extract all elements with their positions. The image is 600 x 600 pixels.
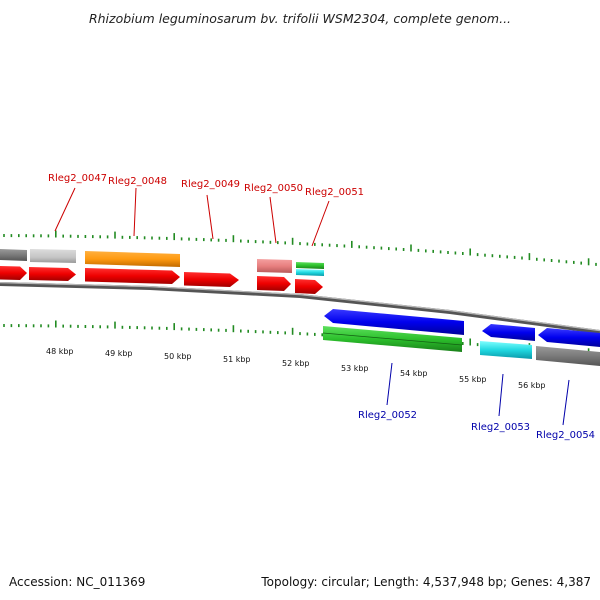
kbp-label-51: 51 kbp	[223, 355, 251, 364]
gene-arrow-rleg2-0054[interactable]	[538, 328, 600, 347]
reverse-gene-arrows	[324, 309, 600, 347]
map-title: Rhizobium leguminosarum bv. trifolii WSM…	[88, 11, 512, 26]
gene-label-rleg2-0049[interactable]: Rleg2_0049	[181, 179, 240, 190]
gene-label-rleg2-0047[interactable]: Rleg2_0047	[48, 173, 107, 184]
gene-label-rleg2-0048[interactable]: Rleg2_0048	[108, 176, 167, 187]
forward-gene-arrows	[0, 266, 323, 294]
reverse-label-leaders	[386, 362, 570, 426]
reverse-gene-labels: Rleg2_0052 Rleg2_0053 Rleg2_0054	[358, 410, 595, 441]
gene-label-rleg2-0050[interactable]: Rleg2_0050	[244, 183, 303, 194]
cyan-feature-small[interactable]	[296, 269, 324, 276]
accession-label: Accession: NC_011369	[9, 575, 146, 589]
gray-feature-left[interactable]	[0, 249, 27, 261]
gene-arrow-rleg2-0047[interactable]	[29, 267, 76, 281]
gene-label-rleg2-0053[interactable]: Rleg2_0053	[471, 422, 530, 433]
genome-backbone	[0, 282, 600, 334]
kbp-label-56: 56 kbp	[518, 381, 546, 390]
kbp-label-54: 54 kbp	[400, 369, 428, 378]
orange-feature[interactable]	[85, 251, 180, 267]
kbp-label-53: 53 kbp	[341, 364, 369, 373]
cyan-feature-large[interactable]	[480, 341, 532, 359]
gene-arrow-rleg2-0053[interactable]	[482, 324, 535, 341]
gene-arrow-rleg2-0048[interactable]	[85, 268, 180, 284]
kbp-label-52: 52 kbp	[282, 359, 310, 368]
kbp-label-49: 49 kbp	[105, 349, 133, 358]
pink-feature[interactable]	[257, 259, 292, 273]
forward-gene-labels: Rleg2_0047 Rleg2_0048 Rleg2_0049 Rleg2_0…	[48, 173, 364, 198]
forward-label-leaders	[54, 187, 330, 247]
gene-label-rleg2-0051[interactable]: Rleg2_0051	[305, 187, 364, 198]
gene-arrow-rleg2-0050[interactable]	[257, 276, 291, 291]
gene-arrow-rleg2-0052[interactable]	[324, 309, 464, 335]
lightgray-feature[interactable]	[30, 249, 76, 263]
gene-arrow-rleg2-0046[interactable]	[0, 266, 27, 280]
topology-summary: Topology: circular; Length: 4,537,948 bp…	[261, 575, 591, 589]
gene-arrow-rleg2-0049[interactable]	[184, 272, 239, 287]
green-feature-small[interactable]	[296, 262, 324, 269]
kbp-label-48: 48 kbp	[46, 347, 74, 356]
kbp-label-50: 50 kbp	[164, 352, 192, 361]
kbp-scale-labels: 48 kbp 49 kbp 50 kbp 51 kbp 52 kbp 53 kb…	[46, 347, 546, 390]
reverse-feature-lane	[322, 326, 600, 366]
gene-label-rleg2-0054[interactable]: Rleg2_0054	[536, 430, 595, 441]
forward-feature-lane	[0, 249, 324, 276]
upper-tick-row	[3, 230, 597, 266]
gray-feature-right[interactable]	[536, 346, 600, 366]
kbp-label-55: 55 kbp	[459, 375, 487, 384]
gene-label-rleg2-0052[interactable]: Rleg2_0052	[358, 410, 417, 421]
gene-arrow-rleg2-0051[interactable]	[295, 279, 323, 294]
